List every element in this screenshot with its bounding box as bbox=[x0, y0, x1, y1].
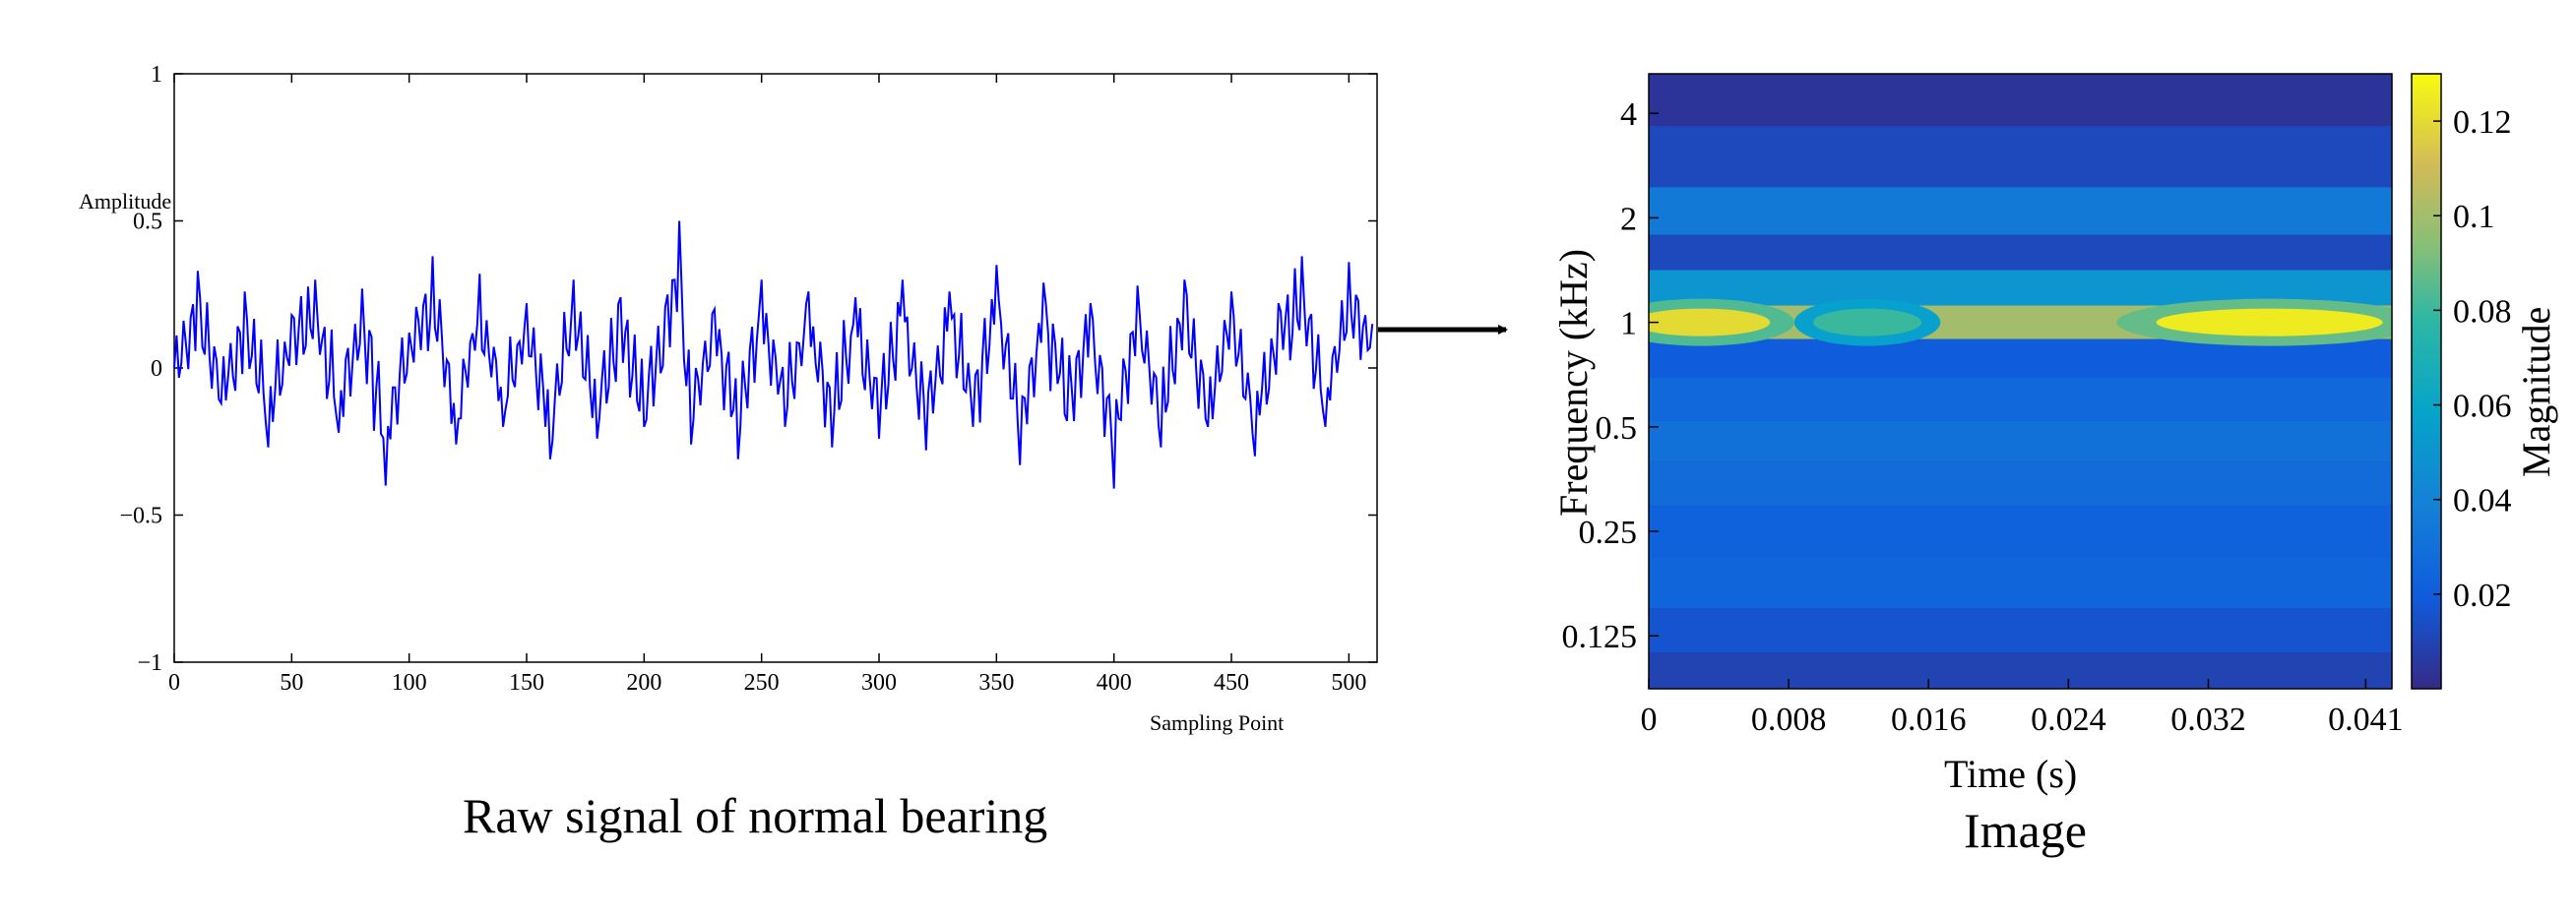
colorbar-tick-label: 0.08 bbox=[2453, 293, 2512, 330]
signal-x-tick-label: 250 bbox=[744, 670, 780, 696]
heatmap-band bbox=[1649, 461, 2392, 507]
signal-chart: 0 50 100 150 200 250 300 350 400 450 500 1 0.5 0 −0.5… bbox=[79, 62, 1378, 735]
scalogram-x-axis: 0 0.008 0.016 0.024 0.032 0.041 bbox=[1641, 679, 2404, 738]
heatmap-hotspot bbox=[1649, 308, 1771, 337]
scalogram-x-label: Time (s) bbox=[1944, 752, 2077, 796]
scalogram-y-tick-label: 0.25 bbox=[1579, 515, 1638, 551]
scalogram-y-tick-label: 0.5 bbox=[1596, 410, 1638, 447]
colorbar-tick-label: 0.1 bbox=[2453, 199, 2495, 235]
scalogram-x-tick-label: 0.032 bbox=[2170, 702, 2246, 738]
signal-y-axis: 1 0.5 0 −0.5 −1 bbox=[119, 62, 1377, 676]
signal-x-label: Sampling Point bbox=[1150, 710, 1284, 735]
scalogram-frame bbox=[1648, 73, 2393, 690]
left-caption: Raw signal of normal bearing bbox=[463, 788, 1048, 843]
heatmap-band bbox=[1649, 556, 2392, 609]
heatmap-band bbox=[1649, 506, 2392, 557]
scalogram-y-tick-label: 4 bbox=[1620, 96, 1637, 133]
heatmap-band bbox=[1649, 377, 2392, 421]
signal-x-tick-label: 50 bbox=[280, 670, 303, 696]
scalogram-x-tick-label: 0.024 bbox=[2031, 702, 2106, 738]
heatmap-band bbox=[1649, 608, 2392, 653]
signal-y-tick-label: 1 bbox=[151, 62, 162, 88]
signal-y-label: Amplitude bbox=[79, 189, 171, 214]
colorbar-ticks: 0.12 0.1 0.08 0.06 0.04 0.02 bbox=[2433, 104, 2512, 614]
scalogram-y-tick-label: 0.125 bbox=[1562, 619, 1638, 655]
scalogram-x-tick-label: 0.008 bbox=[1751, 702, 1827, 738]
colorbar-tick-label: 0.12 bbox=[2453, 104, 2512, 141]
colorbar-tick-label: 0.06 bbox=[2453, 389, 2512, 425]
scalogram-x-tick-label: 0.016 bbox=[1891, 702, 1967, 738]
signal-y-tick-label: 0 bbox=[151, 356, 162, 382]
signal-x-tick-label: 200 bbox=[626, 670, 661, 696]
signal-x-tick-label: 300 bbox=[861, 670, 897, 696]
heatmap-band bbox=[1649, 74, 2392, 127]
scalogram-chart: 0 0.008 0.016 0.024 0.032 0.041 4 2 1 0.5 0.25 0.1… bbox=[1551, 73, 2558, 796]
signal-y-tick-label: −0.5 bbox=[119, 504, 162, 529]
scalogram-x-tick-label: 0.041 bbox=[2328, 702, 2404, 738]
colorbar-label: Magnitude bbox=[2514, 307, 2558, 477]
scalogram-image bbox=[1649, 74, 2392, 689]
colorbar: 0.12 0.1 0.08 0.06 0.04 0.02 Magnitude bbox=[2411, 73, 2558, 690]
signal-y-tick-label: −1 bbox=[137, 650, 162, 676]
heatmap-band bbox=[1649, 420, 2392, 462]
signal-line bbox=[173, 220, 1374, 489]
signal-x-tick-label: 500 bbox=[1331, 670, 1366, 696]
scalogram-y-axis: 4 2 1 0.5 0.25 0.125 bbox=[1562, 96, 1659, 655]
signal-x-tick-label: 150 bbox=[509, 670, 544, 696]
signal-y-tick-label: 0.5 bbox=[133, 210, 162, 235]
scalogram-y-label: Frequency (kHz) bbox=[1551, 249, 1596, 517]
colorbar-scale bbox=[2411, 73, 2442, 690]
signal-x-tick-label: 400 bbox=[1097, 670, 1132, 696]
colorbar-tick-label: 0.04 bbox=[2453, 483, 2512, 520]
heatmap-band bbox=[1649, 234, 2392, 271]
heatmap-band bbox=[1649, 126, 2392, 188]
scalogram-y-tick-label: 1 bbox=[1620, 306, 1637, 342]
signal-x-tick-label: 450 bbox=[1214, 670, 1249, 696]
signal-x-tick-label: 100 bbox=[392, 670, 427, 696]
heatmap-band bbox=[1649, 652, 2392, 689]
scalogram-x-tick-label: 0 bbox=[1641, 702, 1658, 738]
heatmap-hotspot bbox=[2156, 308, 2383, 337]
signal-x-tick-label: 350 bbox=[978, 670, 1014, 696]
heatmap-hotspot bbox=[1813, 308, 1922, 337]
signal-x-tick-label: 0 bbox=[168, 670, 180, 696]
heatmap-band bbox=[1649, 187, 2392, 235]
scalogram-y-tick-label: 2 bbox=[1620, 201, 1637, 237]
colorbar-tick-label: 0.02 bbox=[2453, 578, 2512, 614]
signal-x-axis: 0 50 100 150 200 250 300 350 400 450 500 bbox=[168, 74, 1366, 696]
right-caption: Image bbox=[1964, 803, 2087, 858]
